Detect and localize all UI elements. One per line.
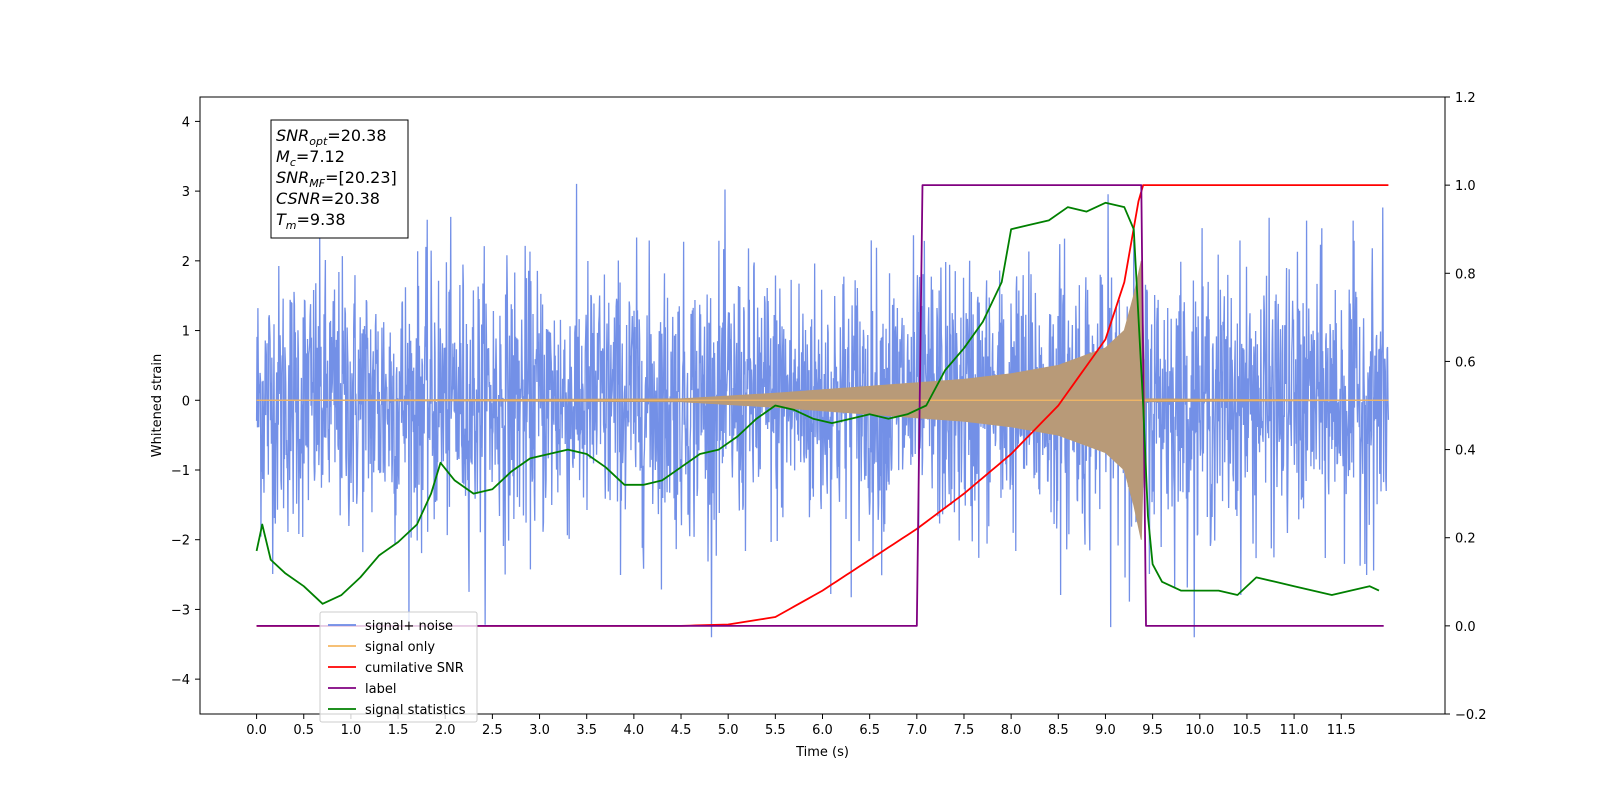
annotation-line: CSNR=20.38 (276, 189, 380, 208)
x-tick-label: 3.5 (576, 723, 597, 738)
y-right-tick-label: 0.2 (1455, 532, 1476, 547)
y-right-tick-label: 0.8 (1455, 267, 1476, 282)
annotation-base: SNR (276, 126, 309, 145)
legend-label-label: label (365, 682, 396, 697)
annotation-value: =[20.23] (325, 168, 397, 187)
x-tick-label: 10.0 (1185, 723, 1214, 738)
signal-statistics-line (255, 201, 1380, 605)
legend-label-signal_noise: signal+ noise (365, 619, 453, 634)
y-right-tick-label: 0.0 (1455, 620, 1476, 635)
y-left-tick-label: −3 (171, 603, 190, 618)
x-tick-label: 3.0 (529, 723, 550, 738)
x-tick-label: 8.0 (1001, 723, 1022, 738)
legend-box (319, 611, 478, 723)
annotation-base: SNR (276, 168, 309, 187)
annotation-line: SNRMF=[20.23] (276, 168, 397, 190)
y-left-tick-label: −4 (171, 673, 190, 688)
y-right-tick-label: −0.2 (1455, 708, 1487, 723)
y-right-tick-label: 1.2 (1455, 91, 1476, 106)
y-left-tick-label: 0 (182, 394, 190, 409)
x-tick-label: 7.5 (954, 723, 975, 738)
annotation-sub: MF (309, 177, 325, 190)
x-tick-label: 9.0 (1095, 723, 1116, 738)
annotation-base: M (276, 147, 290, 166)
legend-label-signal_only: signal only (365, 640, 435, 655)
x-tick-label: 2.5 (482, 723, 503, 738)
x-tick-label: 5.5 (765, 723, 786, 738)
signal-noise-line (255, 183, 1390, 638)
x-tick-label: 11.0 (1280, 723, 1309, 738)
x-tick-label: 11.5 (1327, 723, 1356, 738)
annotation-sub: m (286, 219, 297, 232)
x-tick-label: 7.0 (906, 723, 927, 738)
x-tick-label: 9.5 (1142, 723, 1163, 738)
x-tick-label: 6.0 (812, 723, 833, 738)
x-tick-label: 8.5 (1048, 723, 1069, 738)
y-left-tick-label: 1 (182, 325, 190, 340)
annotation-value: =20.38 (327, 126, 386, 145)
y-left-tick-label: 2 (182, 255, 190, 270)
y-left-tick-label: −2 (171, 534, 190, 549)
annotation-box (270, 119, 409, 239)
y-axis-label: Whitened strain (150, 354, 165, 457)
annotation-sub: c (290, 156, 296, 169)
x-tick-label: 10.5 (1232, 723, 1261, 738)
x-axis-label: Time (s) (795, 745, 849, 760)
x-tick-label: 0.5 (293, 723, 314, 738)
annotation-value: =9.38 (297, 210, 346, 229)
annotation-line: Tm=9.38 (276, 210, 346, 232)
annotation-value: =20.38 (321, 189, 380, 208)
annotation-base: CSNR (276, 189, 321, 208)
y-left-tick-label: 3 (182, 185, 190, 200)
legend-label-cumulative_snr: cumilative SNR (365, 661, 464, 676)
x-tick-label: 6.5 (859, 723, 880, 738)
annotation-sub: opt (309, 135, 328, 148)
x-tick-label: 5.0 (718, 723, 739, 738)
plot-area (255, 183, 1390, 638)
annotation-value: =7.12 (296, 147, 345, 166)
y-left-tick-label: −1 (171, 464, 190, 479)
x-tick-label: 0.0 (246, 723, 267, 738)
y-right-tick-label: 0.4 (1455, 444, 1476, 459)
x-tick-label: 1.0 (341, 723, 362, 738)
legend-label-signal_statistics: signal statistics (365, 703, 466, 718)
x-tick-label: 4.5 (671, 723, 692, 738)
y-right-tick-label: 1.0 (1455, 179, 1476, 194)
x-tick-label: 1.5 (388, 723, 409, 738)
y-left-tick-label: 4 (182, 115, 190, 130)
label-line (256, 184, 1384, 627)
x-tick-label: 4.0 (624, 723, 645, 738)
annotation-line: SNRopt=20.38 (276, 126, 387, 148)
annotation-line: Mc=7.12 (276, 147, 345, 169)
y-right-tick-label: 0.6 (1455, 355, 1476, 370)
annotation-base: T (276, 210, 287, 229)
x-tick-label: 2.0 (435, 723, 456, 738)
